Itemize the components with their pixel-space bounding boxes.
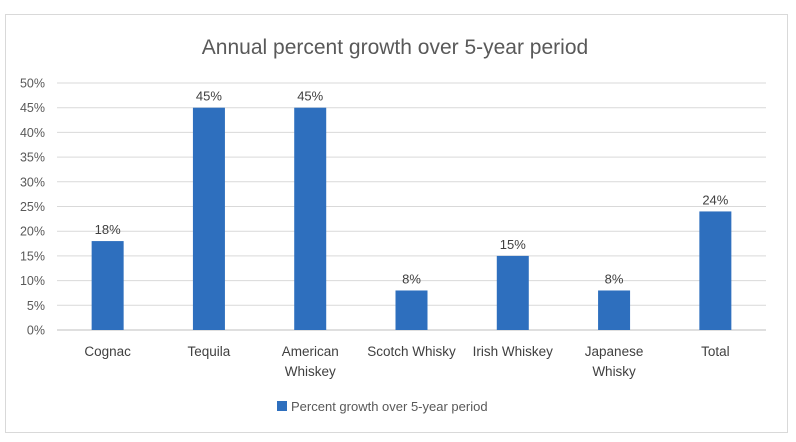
bar xyxy=(699,211,732,330)
x-tick-label: Cognac xyxy=(84,344,131,359)
y-tick-label: 10% xyxy=(20,274,45,288)
legend-swatch xyxy=(277,401,287,411)
chart-frame xyxy=(5,14,788,433)
y-tick-label: 5% xyxy=(27,299,45,313)
y-tick-label: 40% xyxy=(20,126,45,140)
y-tick-label: 45% xyxy=(20,101,45,115)
y-axis-ticks: 0% 5% 10% 15% 20% 25% 30% 35% 40% 45% 50% xyxy=(20,77,45,338)
data-label: 15% xyxy=(500,237,526,252)
y-tick-label: 0% xyxy=(27,324,45,338)
data-label: 8% xyxy=(605,271,624,286)
bar xyxy=(395,290,428,330)
chart-title: Annual percent growth over 5-year period xyxy=(202,36,588,59)
data-label: 8% xyxy=(402,271,421,286)
x-tick-label-line: Total xyxy=(701,344,730,359)
y-tick-label: 25% xyxy=(20,200,45,214)
x-tick-label-line: Irish Whiskey xyxy=(473,344,554,359)
y-tick-label: 15% xyxy=(20,249,45,263)
data-label: 18% xyxy=(95,222,121,237)
bar xyxy=(91,241,124,330)
data-labels: 18% 45% 45% 8% 15% 8% 24% xyxy=(95,89,729,287)
gridlines xyxy=(57,82,766,331)
bar xyxy=(598,290,631,330)
x-tick-label-line: American xyxy=(282,344,339,359)
data-label: 45% xyxy=(297,89,323,104)
bar xyxy=(294,107,327,330)
y-tick-label: 50% xyxy=(20,77,45,91)
y-tick-label: 30% xyxy=(20,175,45,189)
y-tick-label: 35% xyxy=(20,151,45,165)
x-tick-label-line: Whiskey xyxy=(285,364,336,379)
x-tick-label: Tequila xyxy=(188,344,231,359)
bar-series xyxy=(91,107,732,330)
legend: Percent growth over 5-year period xyxy=(277,399,488,414)
data-label: 45% xyxy=(196,89,222,104)
x-tick-label-line: Cognac xyxy=(84,344,131,359)
x-tick-label: Irish Whiskey xyxy=(473,344,554,359)
x-tick-label-line: Tequila xyxy=(188,344,231,359)
x-tick-label: American Whiskey xyxy=(282,344,339,379)
x-tick-label-line: Scotch Whisky xyxy=(367,344,456,359)
x-tick-label: Japanese Whisky xyxy=(585,344,644,379)
bar xyxy=(192,107,225,330)
bar xyxy=(496,255,529,330)
x-tick-label-line: Whisky xyxy=(592,364,636,379)
y-tick-label: 20% xyxy=(20,225,45,239)
x-tick-label: Total xyxy=(701,344,730,359)
x-tick-label-line: Japanese xyxy=(585,344,644,359)
legend-label: Percent growth over 5-year period xyxy=(291,399,488,414)
x-tick-label: Scotch Whisky xyxy=(367,344,456,359)
data-label: 24% xyxy=(702,192,728,207)
x-axis-ticks: Cognac Tequila American Whiskey Scotch Whisk… xyxy=(84,344,729,379)
